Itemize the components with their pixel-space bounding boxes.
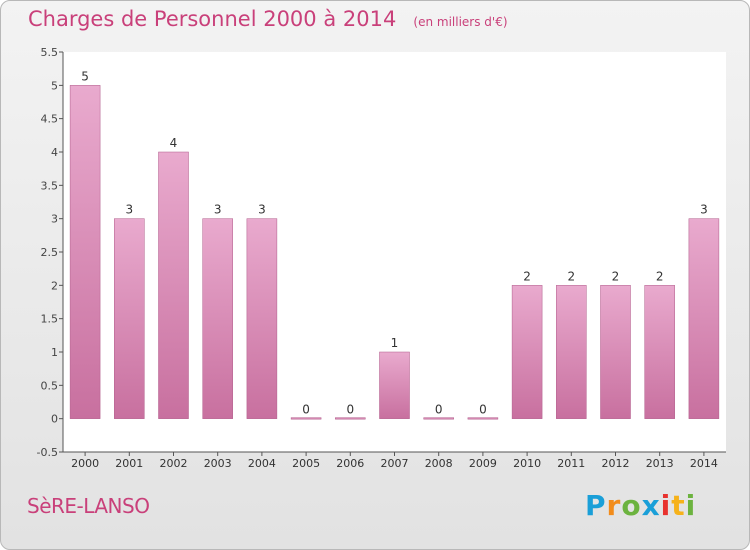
bars-group <box>69 85 720 420</box>
y-axis: -0.5 0 0.5 1 1.5 2 2.5 3 3.5 4 4.5 5 5.5 <box>37 46 64 459</box>
y-tick-label: 4 <box>51 146 58 159</box>
data-label-2008: 0 <box>435 403 443 417</box>
data-label-2013: 2 <box>656 269 664 283</box>
data-label-2003: 3 <box>214 203 222 217</box>
data-label-2006: 0 <box>346 403 354 417</box>
x-tick-label: 2013 <box>646 457 674 470</box>
y-tick-label: 4.5 <box>41 113 59 126</box>
x-tick-label: 2007 <box>381 457 409 470</box>
bar-2002 <box>158 151 189 419</box>
logo-letter: i <box>685 489 697 522</box>
chart-subtitle: (en milliers d'€) <box>413 15 508 29</box>
bar-2007 <box>379 351 410 419</box>
x-tick-label: 2005 <box>292 457 320 470</box>
x-tick-label: 2006 <box>336 457 364 470</box>
x-tick-label: 2014 <box>690 457 718 470</box>
chart-title-block: Charges de Personnel 2000 à 2014 (en mil… <box>28 7 508 31</box>
commune-name: SèRE-LANSO <box>27 494 150 518</box>
x-tick-label: 2004 <box>248 457 276 470</box>
x-tick-label: 2009 <box>469 457 497 470</box>
logo-letter: P <box>585 489 607 522</box>
bar-2006 <box>335 417 366 420</box>
proxiti-logo[interactable]: Proxiti <box>585 489 696 522</box>
data-label-2004: 3 <box>258 203 266 217</box>
y-tick-label: 2 <box>51 279 58 292</box>
data-label-2009: 0 <box>479 403 487 417</box>
bar-2013 <box>644 285 675 419</box>
x-tick-label: 2002 <box>160 457 188 470</box>
x-axis: 2000 2001 2002 2003 2004 2005 2006 2007 2008 2009… <box>63 451 726 470</box>
data-label-2010: 2 <box>523 269 531 283</box>
bar-2014 <box>688 218 720 419</box>
logo-letter: o <box>621 489 642 522</box>
bar-2001 <box>114 218 145 419</box>
x-tick-label: 2003 <box>204 457 232 470</box>
data-label-2011: 2 <box>567 269 575 283</box>
y-tick-label: 5.5 <box>41 46 59 59</box>
y-tick-label: 0.5 <box>41 379 59 392</box>
y-tick-label: 3.5 <box>41 179 59 192</box>
data-label-2000: 5 <box>81 69 89 83</box>
y-tick-label: 1 <box>51 346 58 359</box>
bar-2000 <box>69 85 101 419</box>
data-label-2007: 1 <box>391 336 399 350</box>
x-tick-label: 2012 <box>602 457 630 470</box>
x-tick-label: 2010 <box>513 457 541 470</box>
bar-2011 <box>556 285 587 419</box>
bar-2005 <box>290 417 322 420</box>
x-tick-label: 2000 <box>71 457 99 470</box>
data-label-2014: 3 <box>700 203 708 217</box>
bar-2008 <box>423 417 454 420</box>
logo-letter: x <box>641 489 661 522</box>
data-label-2001: 3 <box>125 203 133 217</box>
logo-letter: i <box>660 489 672 522</box>
y-tick-label: 3 <box>51 213 58 226</box>
data-label-2005: 0 <box>302 403 310 417</box>
data-labels-group: 5 3 4 3 3 0 0 1 0 0 2 2 2 2 3 <box>81 69 707 416</box>
y-tick-label: 1.5 <box>41 313 59 326</box>
bar-2004 <box>246 218 278 419</box>
bar-2009 <box>467 417 499 420</box>
data-label-2002: 4 <box>170 136 178 150</box>
y-tick-label: 2.5 <box>41 246 59 259</box>
bar-2012 <box>600 285 631 419</box>
logo-letter: t <box>671 489 686 522</box>
bar-2003 <box>202 218 233 419</box>
x-tick-label: 2011 <box>557 457 585 470</box>
x-tick-label: 2008 <box>425 457 453 470</box>
x-tick-label: 2001 <box>115 457 143 470</box>
bar-2010 <box>511 285 543 419</box>
y-tick-label: 0 <box>51 413 58 426</box>
y-tick-label: 5 <box>51 79 58 92</box>
logo-letter: r <box>606 489 622 522</box>
data-label-2012: 2 <box>612 269 620 283</box>
chart-title: Charges de Personnel 2000 à 2014 <box>28 7 397 31</box>
y-tick-label: -0.5 <box>37 446 58 459</box>
